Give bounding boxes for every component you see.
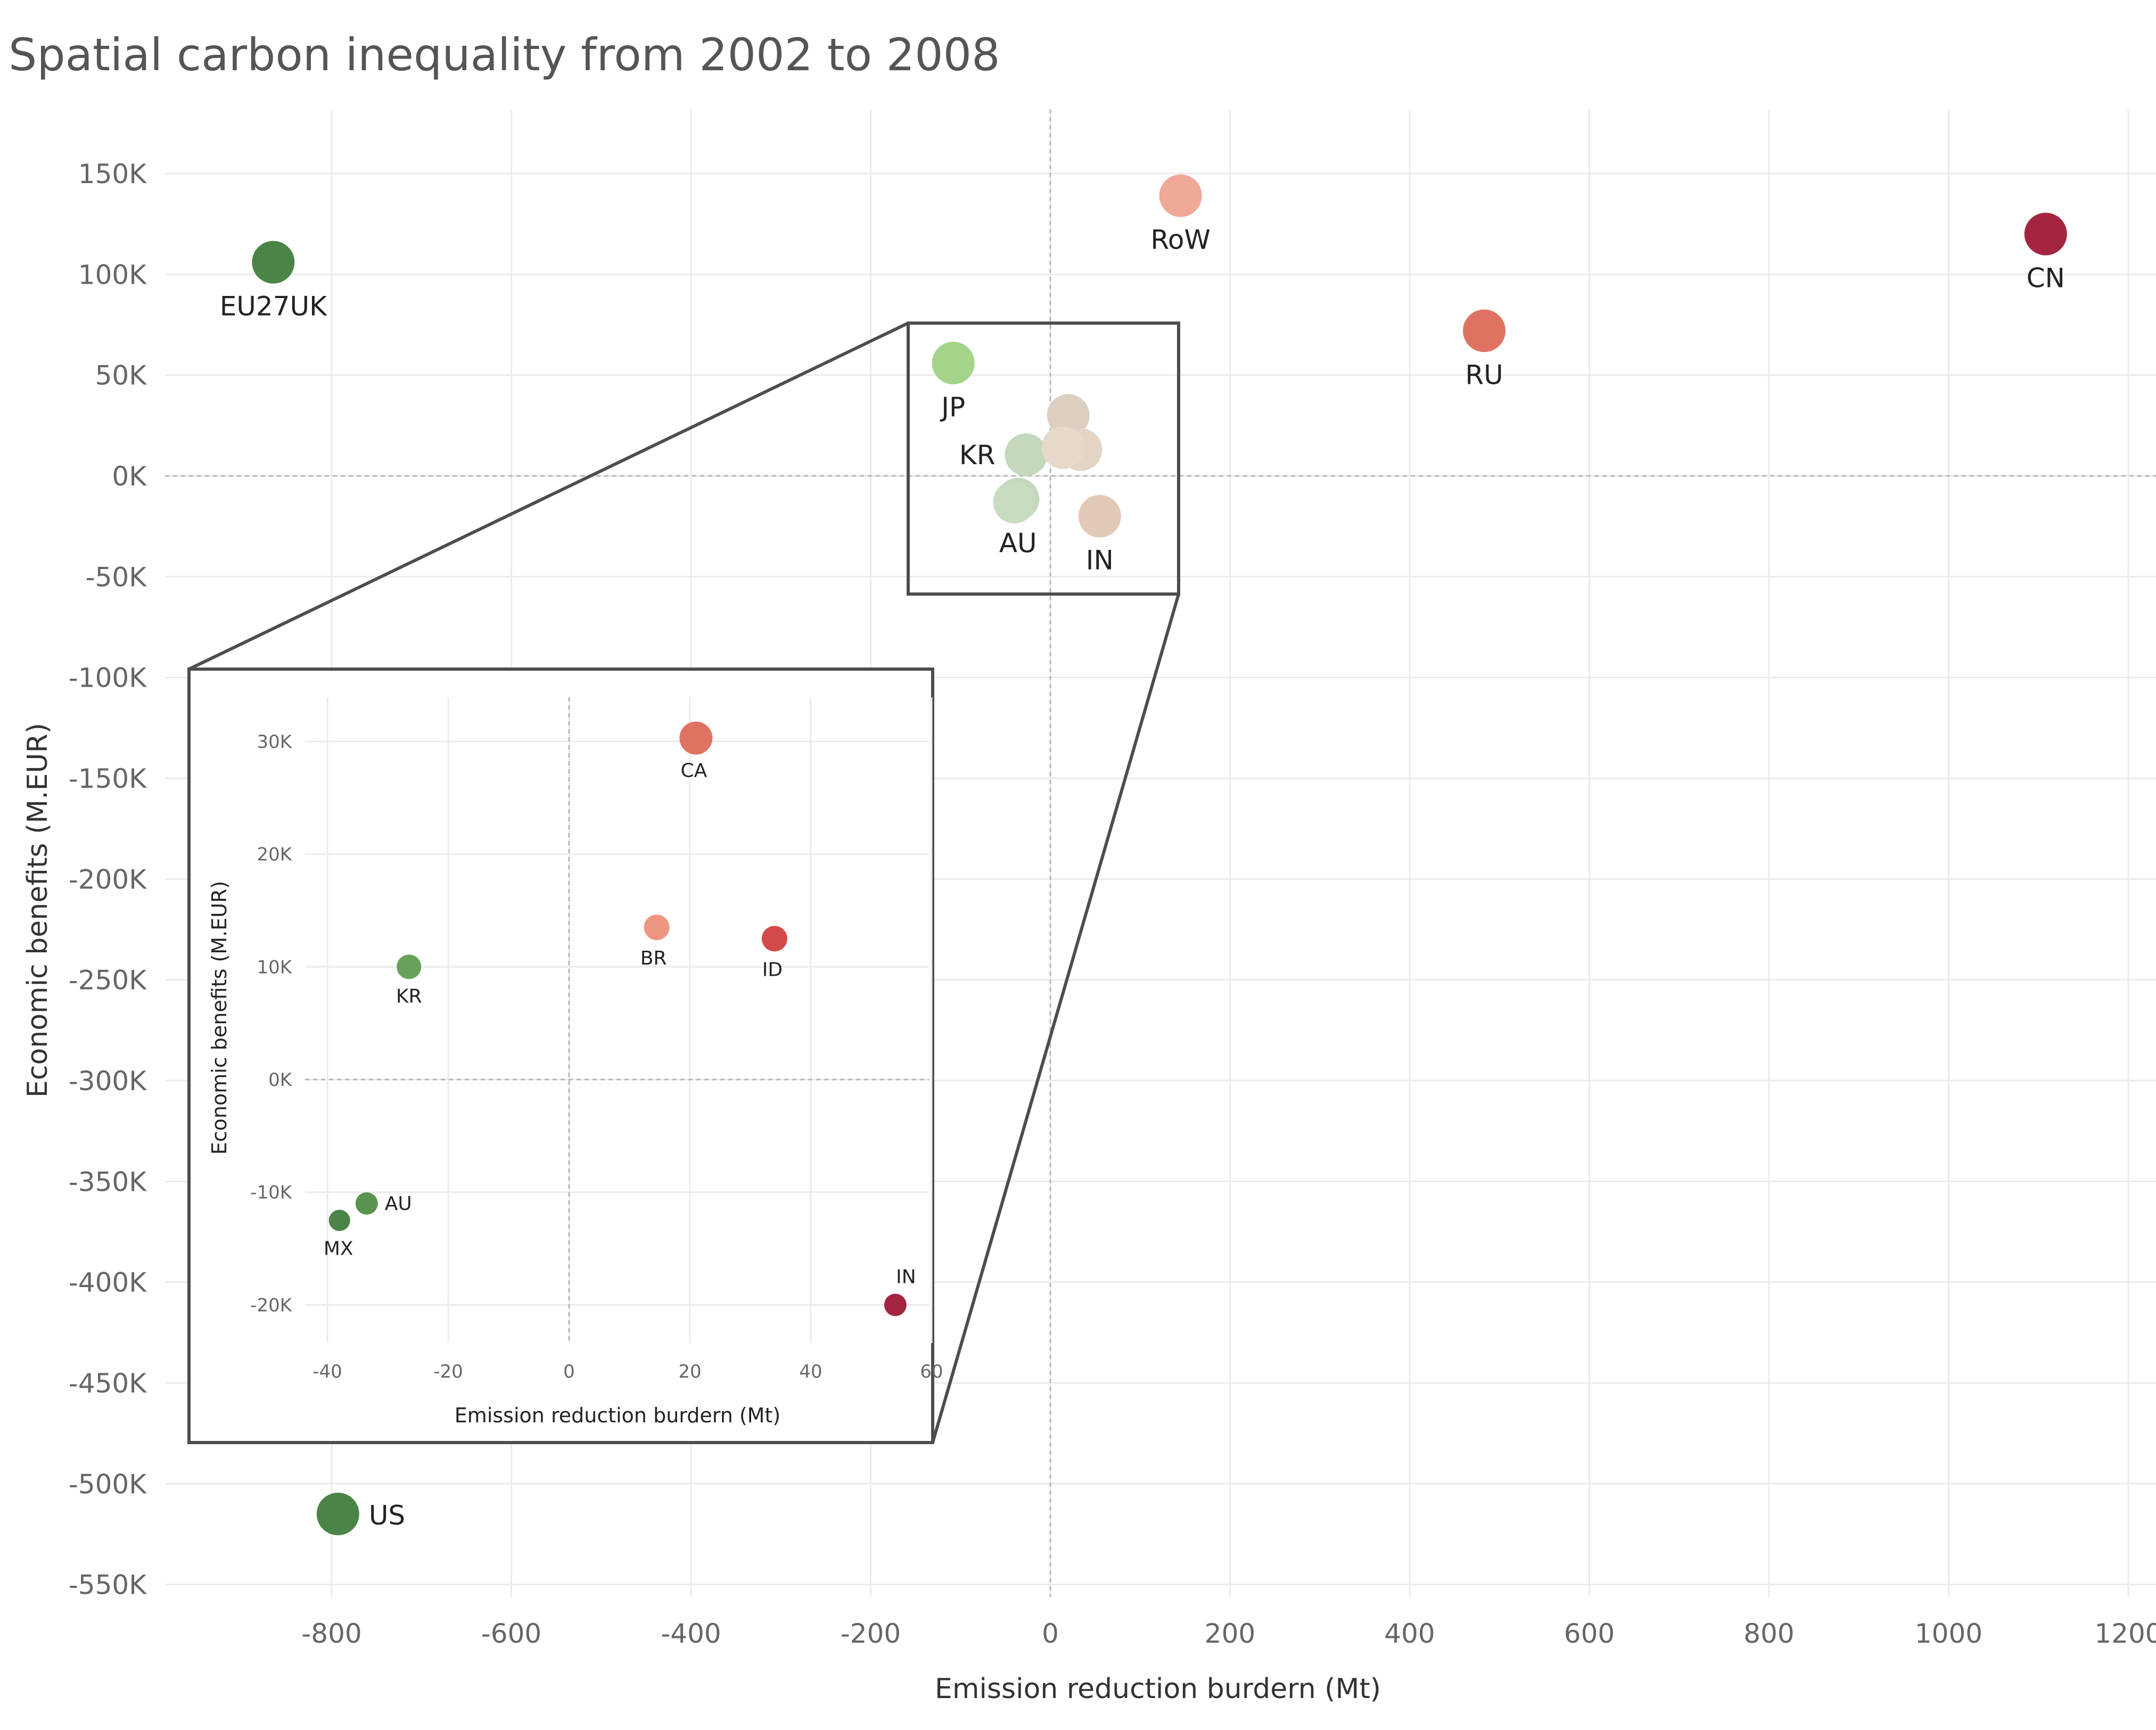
inset-x-tick-label: 60 [920,1361,943,1382]
inset-point-kr [397,954,422,979]
main-point-label: RoW [1150,225,1211,256]
inset-data-labels: CA BR ID KR AU MX IN [324,760,916,1288]
inset-point-id [761,926,787,952]
inset-y-axis-ticks: 30K 20K 10K 0K -10K -20K [250,731,293,1316]
main-point-in [1078,495,1121,538]
main-y-tick-label: -150K [69,763,147,794]
inset-x-axis-ticks: -40 -20 0 20 40 60 [312,1361,943,1382]
main-x-tick-label: 800 [1743,1618,1794,1649]
inset-y-tick-label: -20K [250,1295,293,1316]
main-point-eu27uk [252,241,295,284]
main-point-label: US [369,1500,405,1531]
main-x-tick-label: -200 [841,1618,901,1649]
main-point-row [1159,174,1202,217]
inset-x-tick-label: -20 [433,1361,463,1382]
main-data-labels: EU27UK RoW CN RU JP KR AU IN US [220,225,2065,1531]
main-point-label: EU27UK [220,291,327,322]
main-y-tick-label: 150K [78,159,147,190]
inset-chart: -40 -20 0 20 40 60 30K 20K 10K 0K -10K -20K Emissi… [187,668,943,1444]
main-y-tick-label: 0K [112,461,147,492]
zoom-connector [188,322,1180,1443]
main-x-tick-label: 200 [1205,1618,1255,1649]
main-x-axis-title: Emission reduction burdern (Mt) [935,1673,1381,1705]
main-point-cn [2024,212,2067,256]
main-gridlines [165,109,2156,1597]
main-point-label: IN [1086,545,1114,576]
main-x-tick-label: -400 [661,1618,721,1649]
inset-x-tick-label: -40 [312,1361,342,1382]
inset-point-au [355,1192,378,1215]
inset-point-mx [328,1209,350,1231]
main-y-axis-title: Economic benefits (M.EUR) [22,723,54,1098]
main-x-tick-label: 600 [1564,1618,1615,1649]
zoom-connector-line [931,594,1180,1443]
inset-x-tick-label: 20 [678,1361,701,1382]
inset-point-label: ID [762,959,783,981]
inset-point-label: CA [680,760,707,782]
main-y-tick-label: -250K [69,965,147,996]
inset-y-tick-label: -10K [250,1182,293,1204]
zoom-connector-line [188,322,909,671]
main-y-tick-label: -400K [69,1267,147,1298]
main-point-us [316,1493,359,1536]
main-y-axis-ticks: 150K 100K 50K 0K -50K -100K -150K -200K -250K -30… [69,159,147,1601]
main-y-tick-label: -50K [86,562,147,592]
inset-x-tick-label: 0 [563,1361,575,1382]
inset-frame [187,668,934,1444]
inset-y-tick-label: 10K [257,957,292,978]
inset-y-axis-title: Economic benefits (M.EUR) [208,881,231,1155]
main-point-label: KR [959,440,995,471]
main-y-tick-label: -200K [69,864,147,895]
inset-x-tick-label: 40 [799,1361,822,1382]
inset-y-tick-label: 30K [257,731,292,753]
inset-point-label: KR [396,985,422,1007]
main-x-tick-label: 400 [1384,1618,1435,1649]
main-y-tick-label: 50K [95,360,147,391]
inset-zero-lines [305,697,929,1343]
main-point-label: JP [940,392,965,423]
zoom-region-box [907,322,1180,596]
main-x-axis-ticks: -800 -600 -400 -200 0 200 400 600 800 1000 1200 [301,1618,2156,1649]
inset-point-br [644,915,670,941]
main-x-tick-label: -600 [481,1618,541,1649]
inset-point-in [884,1294,907,1316]
main-y-tick-label: 100K [78,259,147,290]
main-y-tick-label: -550K [69,1570,147,1601]
inset-x-axis-title: Emission reduction burdern (Mt) [455,1404,780,1427]
main-point [993,481,1036,524]
inset-point-label: IN [896,1266,916,1288]
main-x-tick-label: -800 [301,1618,361,1649]
main-point-label: CN [2027,263,2065,294]
inset-y-tick-label: 0K [268,1069,293,1091]
chart-title: Spatial carbon inequality from 2002 to 2… [9,29,1000,81]
main-y-tick-label: -450K [69,1368,147,1399]
main-point-label: AU [999,528,1037,559]
inset-point-label: AU [385,1193,412,1215]
main-point [1041,426,1084,469]
main-point-kr [1005,433,1048,476]
inset-y-tick-label: 20K [257,844,292,866]
main-y-tick-label: -100K [69,663,147,694]
main-x-tick-label: 1200 [2094,1618,2156,1649]
main-point-ru [1463,309,1506,352]
main-x-tick-label: 1000 [1915,1618,1982,1649]
main-point-jp [932,341,975,384]
inset-point-label: BR [640,948,667,969]
main-y-tick-label: -300K [69,1066,147,1097]
inset-point-label: MX [324,1238,353,1260]
main-x-tick-label: 0 [1042,1618,1059,1649]
main-point-label: RU [1465,359,1503,390]
main-point [1047,394,1090,437]
inset-data-points [328,721,907,1316]
main-zero-lines [165,109,2156,1597]
inset-point-ca [679,721,713,755]
main-y-tick-label: -500K [69,1469,147,1500]
main-y-tick-label: -350K [69,1166,147,1197]
main-data-points [252,174,2067,1536]
